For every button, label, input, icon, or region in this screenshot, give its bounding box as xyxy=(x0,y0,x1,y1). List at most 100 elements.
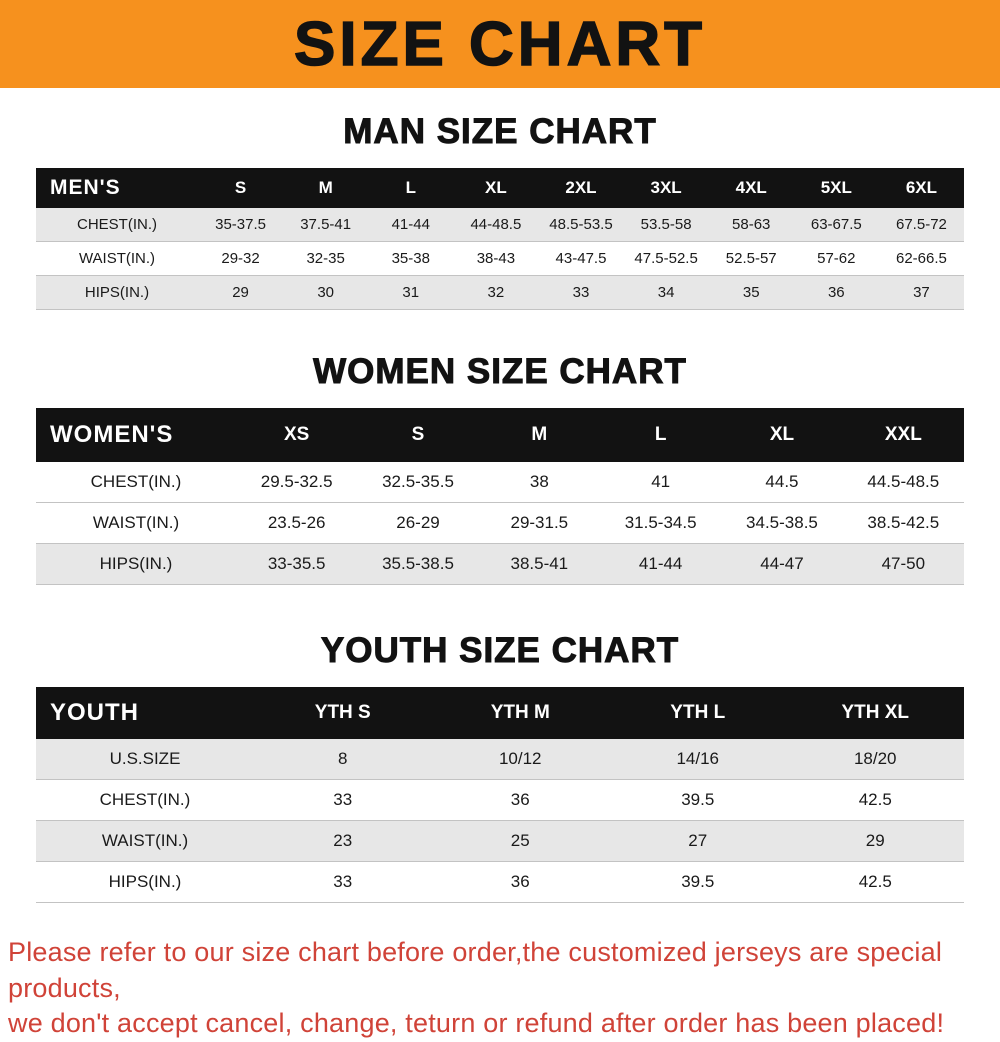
column-header: L xyxy=(599,408,722,462)
size-cell: 52.5-57 xyxy=(708,241,794,276)
table-row: HIPS(IN.) 33-35.5 35.5-38.5 38.5-41 41-44 44-… xyxy=(36,543,964,585)
size-cell: 29 xyxy=(786,820,964,862)
women-size-table: WOMEN'S XS S M L XL XXL CHEST(IN.) 29.5-32.5 32.5… xyxy=(36,408,964,585)
row-label: HIPS(IN.) xyxy=(36,275,198,310)
size-cell: 32.5-35.5 xyxy=(357,462,479,503)
size-cell: 29 xyxy=(198,275,284,310)
row-label: CHEST(IN.) xyxy=(36,462,236,503)
column-header: XS xyxy=(236,408,358,462)
size-cell: 39.5 xyxy=(609,779,787,821)
size-cell: 29-31.5 xyxy=(478,502,600,544)
table-header-row: WOMEN'S XS S M L XL XXL xyxy=(36,408,964,462)
table-row: HIPS(IN.) 29 30 31 32 33 34 35 36 37 xyxy=(36,275,964,310)
size-cell: 42.5 xyxy=(786,779,964,821)
order-disclaimer: Please refer to our size chart before or… xyxy=(8,935,994,1042)
size-cell: 32-35 xyxy=(283,241,369,276)
table-row: U.S.SIZE 8 10/12 14/16 18/20 xyxy=(36,739,964,780)
size-cell: 8 xyxy=(254,739,432,780)
column-header: 2XL xyxy=(538,168,624,208)
size-cell: 63-67.5 xyxy=(793,208,879,242)
table-row: WAIST(IN.) 23.5-26 26-29 29-31.5 31.5-34.5 34… xyxy=(36,502,964,544)
column-header: S xyxy=(357,408,479,462)
column-header: YTH XL xyxy=(786,687,964,739)
size-cell: 38.5-42.5 xyxy=(842,502,964,544)
size-cell: 58-63 xyxy=(708,208,794,242)
women-section-heading: WOMEN SIZE CHART xyxy=(313,352,687,392)
column-header: XL xyxy=(453,168,539,208)
column-header: M xyxy=(283,168,369,208)
row-label: WAIST(IN.) xyxy=(36,820,254,862)
size-cell: 34 xyxy=(623,275,709,310)
column-header: L xyxy=(368,168,454,208)
size-cell: 39.5 xyxy=(609,861,787,903)
size-cell: 62-66.5 xyxy=(878,241,964,276)
table-header-row: YOUTH YTH S YTH M YTH L YTH XL xyxy=(36,687,964,739)
column-header: YTH S xyxy=(254,687,432,739)
size-cell: 41-44 xyxy=(599,543,722,585)
size-cell: 23 xyxy=(254,820,432,862)
size-cell: 33 xyxy=(254,779,432,821)
size-cell: 34.5-38.5 xyxy=(721,502,843,544)
column-header: 5XL xyxy=(793,168,879,208)
size-cell: 27 xyxy=(609,820,787,862)
column-header: YTH M xyxy=(431,687,609,739)
table-corner-label: WOMEN'S xyxy=(36,408,236,462)
row-label: U.S.SIZE xyxy=(36,739,254,780)
youth-size-table: YOUTH YTH S YTH M YTH L YTH XL U.S.SIZE 8 10/12… xyxy=(36,687,964,903)
table-corner-label: YOUTH xyxy=(36,687,254,739)
table-row: HIPS(IN.) 33 36 39.5 42.5 xyxy=(36,861,964,903)
size-cell: 38 xyxy=(478,462,600,503)
size-cell: 44-48.5 xyxy=(453,208,539,242)
column-header: 6XL xyxy=(878,168,964,208)
size-cell: 33 xyxy=(538,275,624,310)
size-cell: 23.5-26 xyxy=(236,502,358,544)
column-header: XL xyxy=(721,408,843,462)
column-header: 3XL xyxy=(623,168,709,208)
size-cell: 35 xyxy=(708,275,794,310)
size-cell: 42.5 xyxy=(786,861,964,903)
table-row: WAIST(IN.) 29-32 32-35 35-38 38-43 43-47.5 47.… xyxy=(36,241,964,276)
men-section-heading: MAN SIZE CHART xyxy=(343,112,657,152)
size-cell: 29.5-32.5 xyxy=(236,462,358,503)
size-cell: 25 xyxy=(431,820,609,862)
page-title: SIZE CHART xyxy=(293,9,706,80)
size-cell: 36 xyxy=(793,275,879,310)
size-cell: 53.5-58 xyxy=(623,208,709,242)
men-size-table: MEN'S S M L XL 2XL 3XL 4XL 5XL 6XL CHEST(IN.) 35-37… xyxy=(36,168,964,310)
size-cell: 36 xyxy=(431,779,609,821)
row-label: CHEST(IN.) xyxy=(36,779,254,821)
size-cell: 26-29 xyxy=(357,502,479,544)
size-cell: 37 xyxy=(878,275,964,310)
size-cell: 44.5-48.5 xyxy=(842,462,964,503)
column-header: YTH L xyxy=(609,687,787,739)
youth-section-heading: YOUTH SIZE CHART xyxy=(320,631,680,671)
column-header: 4XL xyxy=(708,168,794,208)
size-cell: 30 xyxy=(283,275,369,310)
column-header: XXL xyxy=(842,408,964,462)
size-cell: 33 xyxy=(254,861,432,903)
table-row: CHEST(IN.) 33 36 39.5 42.5 xyxy=(36,779,964,821)
table-row: CHEST(IN.) 35-37.5 37.5-41 41-44 44-48.5 48.5… xyxy=(36,208,964,242)
disclaimer-line-2: we don't accept cancel, change, teturn o… xyxy=(8,1008,945,1039)
table-row: CHEST(IN.) 29.5-32.5 32.5-35.5 38 41 44.5 44.5… xyxy=(36,462,964,503)
row-label: WAIST(IN.) xyxy=(36,241,198,276)
size-cell: 57-62 xyxy=(793,241,879,276)
size-cell: 35-38 xyxy=(368,241,454,276)
size-cell: 44.5 xyxy=(721,462,843,503)
youth-size-section: YOUTH SIZE CHART YOUTH YTH S YTH M YTH L YTH… xyxy=(0,631,1000,903)
size-cell: 47-50 xyxy=(842,543,964,585)
row-label: HIPS(IN.) xyxy=(36,861,254,903)
disclaimer-line-1: Please refer to our size chart before or… xyxy=(8,937,943,1003)
size-cell: 44-47 xyxy=(721,543,843,585)
table-row: WAIST(IN.) 23 25 27 29 xyxy=(36,820,964,862)
size-cell: 33-35.5 xyxy=(236,543,358,585)
size-cell: 31.5-34.5 xyxy=(599,502,722,544)
size-cell: 31 xyxy=(368,275,454,310)
size-cell: 38.5-41 xyxy=(478,543,600,585)
size-cell: 14/16 xyxy=(609,739,787,780)
size-cell: 18/20 xyxy=(786,739,964,780)
size-cell: 41 xyxy=(599,462,722,503)
size-cell: 38-43 xyxy=(453,241,539,276)
men-size-section: MAN SIZE CHART MEN'S S M L XL 2XL 3XL 4XL 5XL 6XL… xyxy=(0,112,1000,310)
row-label: CHEST(IN.) xyxy=(36,208,198,242)
